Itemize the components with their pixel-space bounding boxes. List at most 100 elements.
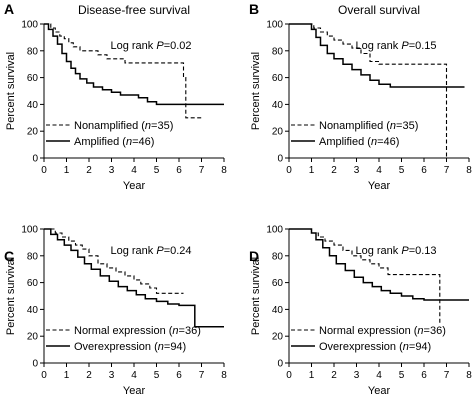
x-tick-label: 8 [221, 165, 227, 176]
x-tick-label: 6 [421, 370, 427, 381]
y-tick-label: 0 [277, 154, 283, 165]
x-tick-label: 3 [354, 370, 360, 381]
y-tick-label: 40 [272, 305, 284, 316]
x-tick-label: 3 [109, 370, 115, 381]
log-rank-prefix: Log rank [355, 245, 401, 257]
legend-count: =36) [424, 325, 446, 337]
panel-c: C 0 20 40 60 80 100 0 1 2 3 4 5 6 7 8 Year Percent surviv… [4, 225, 227, 398]
y-tick-label: 80 [272, 46, 284, 57]
panel-title: Overall survival [338, 3, 420, 17]
log-rank-prefix: Log rank [110, 245, 156, 257]
series-line-dashed [44, 23, 202, 119]
x-tick-label: 2 [331, 165, 337, 176]
x-tick-label: 0 [286, 370, 292, 381]
x-tick-label: 5 [154, 165, 160, 176]
x-tick-label: 0 [41, 165, 47, 176]
y-tick-label: 40 [27, 100, 39, 111]
y-tick-label: 60 [27, 278, 39, 289]
legend-name: Overexpression ( [74, 341, 158, 353]
panel-b: B Overall survival 0 20 40 60 80 100 0 1 2 3 4 5 6 7 8 Ye… [249, 1, 472, 192]
x-tick-label: 7 [199, 165, 205, 176]
log-rank-p: P [156, 245, 164, 257]
y-tick-label: 40 [27, 305, 39, 316]
log-rank-value: =0.02 [164, 40, 192, 52]
x-tick-label: 0 [41, 370, 47, 381]
log-rank-value: =0.13 [409, 245, 437, 257]
legend-count: =94) [409, 341, 431, 353]
panel-a: A Disease-free survival 0 20 40 60 80 100 0 1 2 3 4 5… [4, 1, 227, 192]
y-tick-label: 100 [21, 225, 38, 236]
legend-n: n [403, 341, 409, 353]
x-tick-label: 8 [466, 370, 472, 381]
x-tick-label: 5 [154, 370, 160, 381]
legend-n: n [126, 136, 132, 148]
x-tick-label: 5 [399, 165, 405, 176]
legend-n: n [390, 120, 396, 132]
legend-count: =94) [164, 341, 186, 353]
x-axis-label: Year [368, 180, 391, 192]
y-tick-label: 20 [272, 332, 284, 343]
x-tick-label: 7 [444, 165, 450, 176]
x-tick-label: 4 [376, 165, 382, 176]
y-tick-label: 0 [277, 359, 283, 370]
legend-name: Amplified ( [74, 136, 126, 148]
legend-entry: Normal expression (n=36) [74, 325, 201, 337]
x-tick-label: 7 [444, 370, 450, 381]
log-rank-annotation: Log rank P=0.02 [110, 40, 191, 52]
legend-n: n [417, 325, 423, 337]
x-tick-label: 6 [421, 165, 427, 176]
legend-entry: Overexpression (n=94) [319, 341, 431, 353]
legend-entry: Amplified (n=46) [74, 136, 154, 148]
legend-n: n [145, 120, 151, 132]
legend-n: n [172, 325, 178, 337]
y-tick-label: 100 [21, 20, 38, 31]
log-rank-prefix: Log rank [355, 40, 401, 52]
series-line-dashed [289, 23, 448, 158]
log-rank-prefix: Log rank [110, 40, 156, 52]
legend-n: n [371, 136, 377, 148]
panel-d: D 0 20 40 60 80 100 0 1 2 3 4 5 6 7 8 Year Percent surviv… [249, 225, 472, 398]
x-tick-label: 6 [176, 370, 182, 381]
log-rank-value: =0.24 [164, 245, 192, 257]
panel-letter: B [249, 1, 259, 17]
panel-letter: D [249, 248, 259, 264]
x-tick-label: 1 [309, 370, 315, 381]
legend-count: =35) [396, 120, 418, 132]
y-tick-label: 60 [272, 73, 284, 84]
legend-entry: Nonamplified (n=35) [319, 120, 418, 132]
x-tick-label: 4 [376, 370, 382, 381]
legend-name: Nonamplified ( [74, 120, 145, 132]
x-tick-label: 2 [86, 370, 92, 381]
y-tick-label: 60 [272, 278, 284, 289]
x-axis-label: Year [123, 385, 146, 397]
log-rank-p: P [401, 245, 409, 257]
y-axis-label: Percent survival [250, 52, 262, 130]
series-line-solid [289, 228, 469, 301]
y-tick-label: 80 [27, 46, 39, 57]
y-tick-label: 60 [27, 73, 39, 84]
x-tick-label: 0 [286, 165, 292, 176]
x-axis-label: Year [368, 385, 391, 397]
log-rank-value: =0.15 [409, 40, 437, 52]
x-tick-label: 4 [131, 370, 137, 381]
legend-entry: Nonamplified (n=35) [74, 120, 173, 132]
x-tick-label: 6 [176, 165, 182, 176]
series-line-solid [289, 23, 465, 88]
log-rank-p: P [156, 40, 164, 52]
legend-count: =35) [151, 120, 173, 132]
legend-name: Amplified ( [319, 136, 371, 148]
legend-name: Nonamplified ( [319, 120, 390, 132]
panel-letter: C [4, 248, 14, 264]
log-rank-annotation: Log rank P=0.24 [110, 245, 191, 257]
legend-entry: Amplified (n=46) [319, 136, 399, 148]
y-tick-label: 0 [32, 359, 38, 370]
panel-title: Disease-free survival [78, 3, 190, 17]
legend-count: =36) [179, 325, 201, 337]
x-tick-label: 3 [354, 165, 360, 176]
y-tick-label: 80 [27, 251, 39, 262]
log-rank-annotation: Log rank P=0.15 [355, 40, 436, 52]
legend-entry: Overexpression (n=94) [74, 341, 186, 353]
y-axis-label: Percent survival [5, 52, 17, 130]
x-tick-label: 7 [199, 370, 205, 381]
